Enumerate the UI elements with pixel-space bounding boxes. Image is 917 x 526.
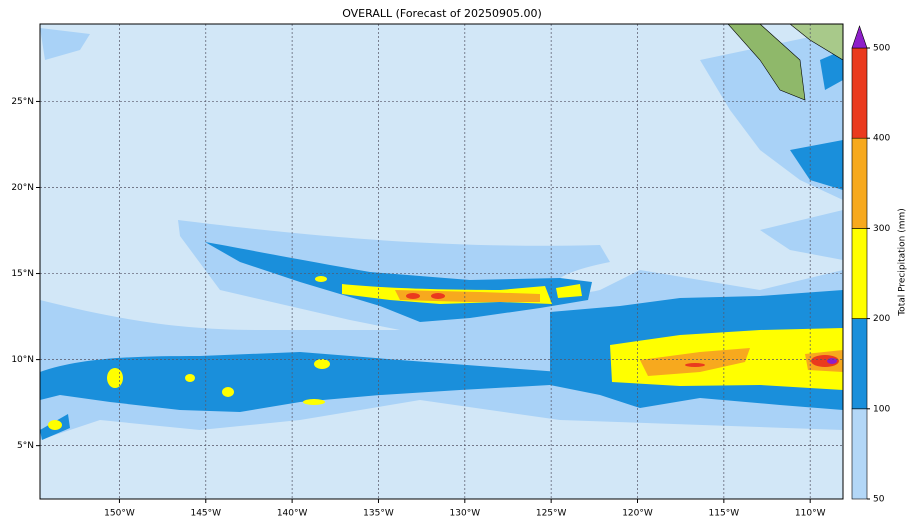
y-tick-label: 20°N xyxy=(11,183,34,193)
colorbar-band xyxy=(851,47,868,139)
y-tick-label: 15°N xyxy=(11,269,34,279)
x-tick-label: 140°W xyxy=(277,509,308,519)
colorbar-tick-label: 200 xyxy=(873,314,890,324)
x-tick-label: 130°W xyxy=(450,509,481,519)
colorbar-band xyxy=(851,228,868,319)
colorbar-tick-label: 400 xyxy=(873,134,890,144)
colorbar-extend xyxy=(851,25,868,49)
precip-field xyxy=(40,24,843,499)
colorbar-tick-label: 500 xyxy=(873,44,890,54)
x-tick-label: 150°W xyxy=(104,509,135,519)
x-tick-label: 145°W xyxy=(190,509,221,519)
colorbar-band xyxy=(851,137,868,229)
colorbar-band xyxy=(851,318,868,410)
x-tick-label: 120°W xyxy=(622,509,653,519)
colorbar-tick-label: 300 xyxy=(873,224,890,234)
y-tick-label: 25°N xyxy=(11,97,34,107)
colorbar-label: Total Precipitation (mm) xyxy=(898,208,908,317)
colorbar-tick-label: 50 xyxy=(873,495,885,505)
colorbar-tick-label: 100 xyxy=(873,404,890,414)
graticule xyxy=(40,24,843,499)
map-frame xyxy=(39,23,844,500)
x-tick-label: 110°W xyxy=(795,509,826,519)
x-tick-label: 125°W xyxy=(536,509,567,519)
y-tick-label: 5°N xyxy=(17,441,34,451)
map-title: OVERALL (Forecast of 20250905.00) xyxy=(342,7,542,20)
colorbar-band xyxy=(851,408,868,500)
x-tick-label: 135°W xyxy=(363,509,394,519)
y-tick-label: 10°N xyxy=(11,355,34,365)
colorbar: 50 100 200 300 400 500 xyxy=(851,25,890,505)
x-tick-label: 115°W xyxy=(709,509,740,519)
